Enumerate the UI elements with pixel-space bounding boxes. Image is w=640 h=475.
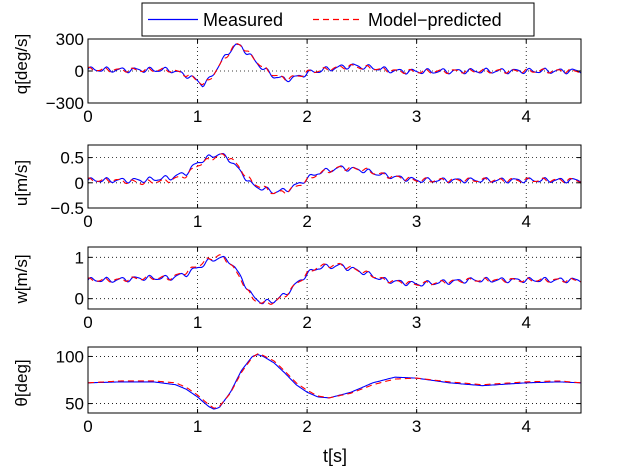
y-axis-label: θ[deg] — [12, 359, 31, 406]
series-line-model-predicted — [88, 353, 582, 409]
series-line-measured — [88, 354, 581, 410]
x-tick-label: 2 — [302, 107, 311, 126]
subplot-2: 0 1 2 3 40.50−0.5u[m/s] — [12, 144, 582, 231]
plot-area — [88, 39, 581, 103]
legend-model-label: Model−predicted — [368, 10, 502, 30]
series-line-model-predicted — [87, 42, 581, 86]
series-line-model-predicted — [87, 153, 582, 195]
x-tick-label: 3 — [412, 313, 421, 332]
x-tick-label: 3 — [412, 417, 421, 436]
x-tick-label: 4 — [521, 313, 530, 332]
y-tick-label: 100 — [56, 347, 84, 366]
x-tick-label: 1 — [193, 107, 202, 126]
x-tick-label: 2 — [302, 417, 311, 436]
y-tick-label: −0.5 — [50, 199, 84, 218]
y-tick-label: 300 — [56, 30, 84, 49]
y-tick-label: 0 — [75, 290, 84, 309]
x-tick-label: 4 — [521, 212, 530, 231]
plot-area — [88, 347, 581, 413]
x-tick-label: 3 — [412, 212, 421, 231]
legend: Measured Model−predicted — [141, 2, 535, 37]
x-tick-label: 0 — [83, 107, 92, 126]
axes-frame — [87, 246, 582, 310]
x-tick-label: 0 — [83, 417, 92, 436]
y-axis-label: w[m/s] — [12, 254, 31, 304]
x-tick-label: 2 — [302, 313, 311, 332]
subplot-4: 0 1 2 3 4 100 50 θ[deg] — [12, 346, 582, 436]
x-tick-label: 2 — [302, 212, 311, 231]
plot-area — [88, 145, 581, 208]
x-tick-label: 0 — [83, 212, 92, 231]
y-axis-label: u[m/s] — [12, 160, 31, 206]
y-tick-label: 0.5 — [60, 149, 84, 168]
y-axis-label: q[deg/s] — [12, 34, 31, 95]
x-tick-label: 0 — [83, 313, 92, 332]
x-tick-label: 1 — [193, 212, 202, 231]
legend-measured-label: Measured — [203, 10, 283, 30]
y-tick-label: 1 — [75, 248, 84, 267]
x-axis-label: t[s] — [323, 446, 347, 466]
x-tick-label: 1 — [193, 313, 202, 332]
x-tick-label: 1 — [193, 417, 202, 436]
x-tick-label: 4 — [521, 107, 530, 126]
series-line-measured — [87, 153, 582, 195]
subplot-3: 0 1 2 3 4 1 0 w[m/s] — [12, 246, 582, 332]
y-tick-label: 0 — [75, 62, 84, 81]
y-tick-label: 50 — [65, 395, 84, 414]
axes-frame — [87, 144, 582, 209]
y-tick-label: −300 — [46, 94, 84, 113]
y-tick-label: 0 — [75, 174, 84, 193]
x-tick-label: 3 — [412, 107, 421, 126]
plot-area — [88, 247, 581, 309]
axes-frame — [87, 346, 582, 414]
series-line-model-predicted — [87, 254, 582, 305]
x-tick-label: 4 — [521, 417, 530, 436]
